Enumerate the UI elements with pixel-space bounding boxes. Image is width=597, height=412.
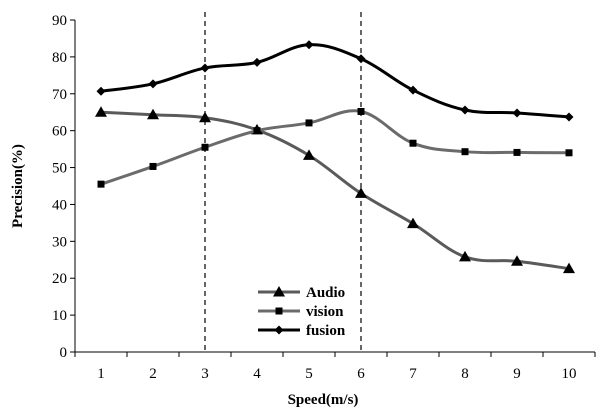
x-tick-label: 2: [149, 366, 157, 382]
data-point-fusion: [252, 57, 262, 67]
series-audio: [95, 106, 575, 274]
y-tick-label: 70: [52, 87, 67, 103]
data-point-vision: [565, 149, 573, 157]
data-point-vision: [461, 148, 469, 156]
data-point-fusion: [460, 105, 470, 115]
x-axis-ticks: 1 2 3 4 5 6 7 8 9 10: [74, 352, 596, 382]
series-layer: [95, 40, 575, 274]
x-tick-label: 7: [409, 366, 417, 382]
y-tick-label: 90: [52, 13, 67, 29]
y-tick-label: 20: [52, 271, 67, 287]
data-point-vision: [409, 139, 417, 147]
data-point-audio: [95, 106, 107, 117]
reference-lines: [204, 12, 362, 352]
series-line-fusion: [99, 43, 571, 119]
data-point-audio: [303, 149, 315, 160]
data-point-vision: [513, 148, 521, 156]
data-point-audio: [563, 262, 575, 274]
data-point-vision: [97, 180, 105, 188]
data-point-vision: [253, 127, 261, 135]
legend-label: vision: [306, 304, 344, 320]
x-tick-label: 6: [357, 366, 365, 382]
x-tick-label: 4: [253, 366, 261, 382]
legend-swatch-marker: [275, 307, 283, 315]
y-axis-title: Precision(%): [10, 144, 26, 228]
legend-swatch-marker: [274, 325, 284, 335]
data-point-audio: [147, 108, 159, 120]
y-tick-label: 0: [60, 345, 68, 361]
legend-label: fusion: [306, 323, 346, 339]
data-point-fusion: [408, 85, 418, 95]
y-tick-label: 80: [52, 50, 67, 66]
y-tick-label: 30: [52, 234, 67, 250]
data-point-vision: [305, 119, 313, 127]
y-tick-label: 60: [52, 124, 67, 140]
series-vision: [97, 107, 573, 188]
y-tick-label: 10: [52, 308, 67, 324]
y-tick-label: 40: [52, 197, 67, 213]
data-point-vision: [357, 107, 365, 115]
y-axis-ticks: 0 10 20 30 40 50 60 70 80 90: [52, 13, 75, 361]
legend: Audio vision fusion: [258, 285, 346, 339]
data-point-fusion: [564, 112, 574, 122]
data-point-fusion: [512, 108, 522, 118]
y-tick-label: 50: [52, 161, 67, 177]
legend-item-vision: vision: [258, 304, 344, 320]
x-tick-label: 10: [562, 366, 577, 382]
series-fusion: [96, 40, 574, 122]
legend-swatch-marker: [273, 286, 285, 297]
series-line-vision: [99, 109, 571, 186]
x-axis-title: Speed(m/s): [288, 392, 359, 408]
x-tick-label: 3: [201, 366, 209, 382]
legend-item-fusion: fusion: [258, 323, 346, 339]
data-point-audio: [199, 111, 211, 123]
legend-item-audio: Audio: [258, 285, 345, 301]
x-tick-label: 9: [513, 366, 521, 382]
x-tick-label: 8: [461, 366, 469, 382]
data-point-fusion: [96, 86, 106, 96]
data-point-audio: [511, 255, 523, 266]
series-line-audio: [99, 110, 571, 271]
data-point-fusion: [304, 40, 314, 50]
x-tick-label: 1: [97, 366, 105, 382]
data-point-fusion: [200, 63, 210, 73]
data-point-fusion: [356, 54, 366, 64]
x-tick-label: 5: [305, 366, 313, 382]
data-point-vision: [149, 162, 157, 170]
data-point-audio: [459, 250, 471, 262]
data-point-vision: [201, 143, 209, 151]
data-point-audio: [355, 187, 367, 198]
legend-label: Audio: [306, 285, 345, 301]
data-point-fusion: [148, 79, 158, 89]
data-point-audio: [407, 217, 419, 229]
